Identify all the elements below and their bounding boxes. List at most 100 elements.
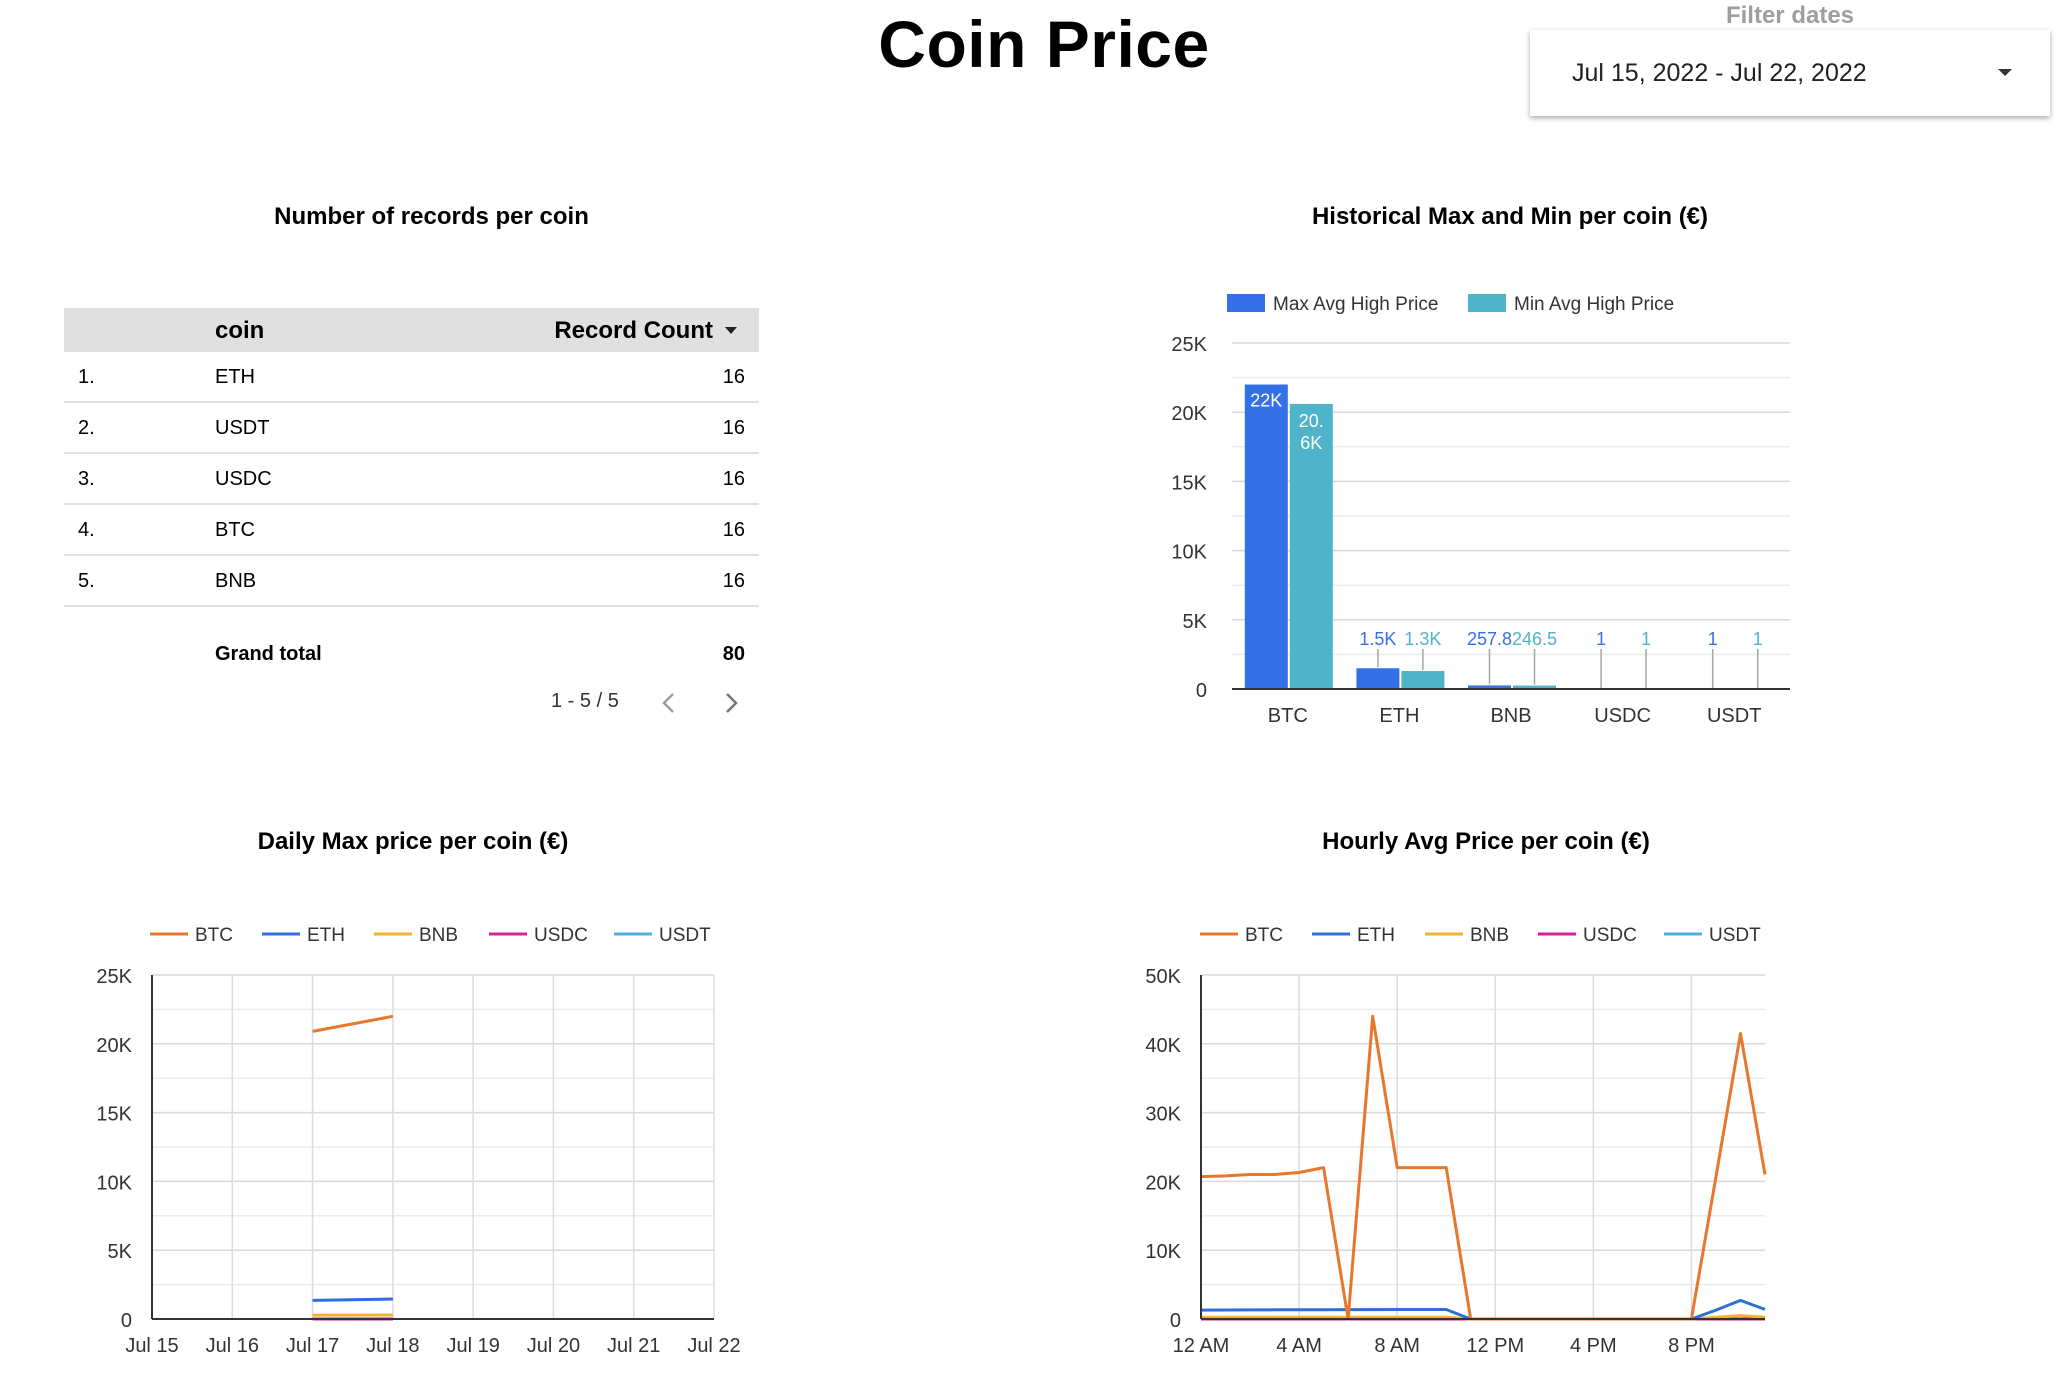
row-index: 2.: [78, 417, 95, 439]
y-tick-label: 30K: [1145, 1104, 1181, 1126]
x-tick-label: 8 PM: [1668, 1335, 1715, 1357]
y-tick-label: 40K: [1145, 1035, 1181, 1057]
chevron-left-icon: [662, 693, 674, 713]
pagination-label: 1 - 5 / 5: [551, 690, 619, 712]
x-tick-label: Jul 16: [206, 1335, 259, 1357]
x-tick-label: Jul 20: [527, 1335, 580, 1357]
x-tick-label: Jul 15: [125, 1335, 178, 1357]
legend-label: ETH: [1357, 925, 1395, 946]
row-coin: BTC: [215, 519, 255, 541]
y-tick-label: 10K: [96, 1172, 132, 1194]
y-tick-label: 20K: [1145, 1172, 1181, 1194]
data-label: 1.3K: [1404, 629, 1441, 649]
y-tick-label: 0: [1170, 1310, 1181, 1332]
bar: [1356, 668, 1400, 689]
table-row[interactable]: 3. USDC 16: [64, 454, 759, 505]
y-tick-label: 25K: [1171, 334, 1207, 356]
x-tick-label: BTC: [1268, 705, 1308, 727]
table-row[interactable]: 4. BTC 16: [64, 505, 759, 556]
data-label: 22K: [1250, 391, 1282, 411]
row-record-count: 16: [722, 519, 745, 541]
legend-label: ETH: [307, 925, 345, 946]
y-tick-label: 50K: [1145, 966, 1181, 988]
hourly-chart-title: Hourly Avg Price per coin (€): [1322, 828, 1650, 855]
table-row[interactable]: 1. ETH 16: [64, 352, 759, 403]
legend-label: USDT: [1709, 925, 1761, 946]
data-label: 1: [1753, 629, 1763, 649]
grand-total-row: Grand total 80: [64, 607, 759, 677]
series-line: [1200, 1014, 1767, 1321]
x-tick-label: Jul 17: [286, 1335, 339, 1357]
legend-label: BNB: [1470, 925, 1509, 946]
legend-label: BTC: [195, 925, 233, 946]
grand-total-value: 80: [722, 643, 745, 665]
legend-label: USDC: [534, 925, 588, 946]
row-index: 3.: [78, 468, 95, 490]
legend-label: USDT: [659, 925, 711, 946]
bar: [1244, 384, 1288, 689]
y-tick-label: 25K: [96, 966, 132, 988]
row-record-count: 16: [722, 366, 745, 388]
table-row[interactable]: 5. BNB 16: [64, 556, 759, 607]
y-tick-label: 5K: [1183, 611, 1208, 633]
y-tick-label: 20K: [1171, 403, 1207, 425]
x-tick-label: USDC: [1594, 705, 1651, 727]
y-tick-label: 15K: [1171, 472, 1207, 494]
x-tick-label: 8 AM: [1374, 1335, 1420, 1357]
x-tick-label: ETH: [1379, 705, 1419, 727]
date-range-value: Jul 15, 2022 - Jul 22, 2022: [1572, 58, 1867, 87]
legend-label: BNB: [419, 925, 458, 946]
bar: [1513, 685, 1556, 689]
legend-swatch: [1468, 294, 1506, 312]
data-label: 1: [1641, 629, 1651, 649]
y-tick-label: 15K: [96, 1104, 132, 1126]
filter-label: Filter dates: [1725, 2, 1855, 29]
x-tick-label: Jul 21: [607, 1335, 660, 1357]
row-coin: ETH: [215, 366, 255, 388]
x-tick-label: 12 AM: [1173, 1335, 1230, 1357]
x-tick-label: Jul 22: [687, 1335, 740, 1357]
series-line: [312, 1297, 393, 1302]
legend-label: Min Avg High Price: [1514, 294, 1674, 315]
column-header-coin[interactable]: coin: [215, 317, 265, 344]
series-line: [312, 1014, 394, 1033]
hourly-line-chart: 0 10K 20K 30K 40K 50K BTC ETH BNB USDC USDT 12 AM 4 …: [1145, 925, 1767, 1357]
data-label: 1: [1708, 629, 1718, 649]
y-tick-label: 5K: [108, 1241, 133, 1263]
y-tick-label: 20K: [96, 1035, 132, 1057]
y-tick-label: 10K: [1171, 542, 1207, 564]
row-record-count: 16: [722, 570, 745, 592]
x-tick-label: 4 PM: [1570, 1335, 1617, 1357]
data-label: 6K: [1300, 433, 1322, 453]
row-index: 5.: [78, 570, 95, 592]
table-header: coin Record Count: [64, 308, 759, 352]
legend-label: Max Avg High Price: [1273, 294, 1438, 315]
bar-chart: 0 5K 10K 15K 20K 25K Max Avg High Price Min Avg…: [1171, 294, 1790, 727]
column-header-record-count[interactable]: Record Count: [554, 317, 713, 344]
x-tick-label: Jul 18: [366, 1335, 419, 1357]
records-table: coin Record Count 1. ETH 16 2. USDT 16 3. USDC 1…: [64, 308, 759, 677]
row-record-count: 16: [722, 417, 745, 439]
records-table-title: Number of records per coin: [274, 203, 589, 230]
x-tick-label: 4 AM: [1276, 1335, 1322, 1357]
daily-chart-title: Daily Max price per coin (€): [257, 828, 569, 855]
chevron-down-icon: [1998, 69, 2012, 76]
data-label: 20.: [1299, 411, 1324, 431]
data-label: 257.8: [1467, 629, 1512, 649]
row-coin: USDC: [215, 468, 272, 490]
y-tick-label: 0: [1196, 680, 1207, 702]
legend-label: USDC: [1583, 925, 1637, 946]
data-label: 1: [1596, 629, 1606, 649]
table-row[interactable]: 2. USDT 16: [64, 403, 759, 454]
chevron-right-icon: [726, 693, 738, 713]
y-tick-label: 0: [121, 1310, 132, 1332]
date-range-filter[interactable]: Jul 15, 2022 - Jul 22, 2022: [1530, 30, 2050, 116]
x-tick-label: BNB: [1490, 705, 1531, 727]
next-page-button[interactable]: [717, 689, 745, 717]
sort-desc-icon[interactable]: [725, 327, 737, 334]
y-tick-label: 10K: [1145, 1241, 1181, 1263]
daily-line-chart: 0 5K 10K 15K 20K 25K BTC ETH BNB USDC USDT Jul 15 Ju…: [96, 925, 740, 1357]
previous-page-button[interactable]: [655, 689, 683, 717]
x-tick-label: 12 PM: [1466, 1335, 1524, 1357]
